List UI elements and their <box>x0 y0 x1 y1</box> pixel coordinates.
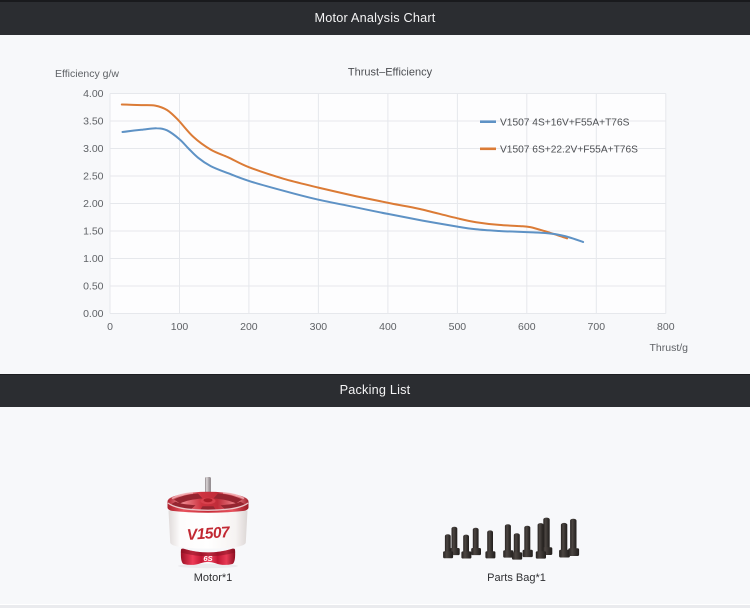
svg-text:400: 400 <box>379 321 397 333</box>
svg-text:V1507: V1507 <box>186 524 231 544</box>
svg-text:300: 300 <box>310 321 328 333</box>
svg-text:600: 600 <box>518 321 536 333</box>
svg-text:0.50: 0.50 <box>83 281 104 293</box>
svg-text:4.00: 4.00 <box>83 88 104 100</box>
svg-text:Motor*1: Motor*1 <box>194 572 233 584</box>
svg-text:800: 800 <box>657 321 675 333</box>
svg-text:3.00: 3.00 <box>83 143 104 155</box>
svg-text:700: 700 <box>588 321 606 333</box>
svg-text:Thrust–Efficiency: Thrust–Efficiency <box>348 67 433 79</box>
svg-text:500: 500 <box>449 321 467 333</box>
svg-text:0.00: 0.00 <box>83 308 104 320</box>
svg-text:100: 100 <box>171 321 189 333</box>
svg-text:2.00: 2.00 <box>83 198 104 210</box>
svg-text:3.50: 3.50 <box>83 116 104 128</box>
svg-text:Parts Bag*1: Parts Bag*1 <box>487 572 546 584</box>
svg-text:0: 0 <box>107 321 113 333</box>
svg-text:V1507 4S+16V+F55A+T76S: V1507 4S+16V+F55A+T76S <box>500 118 630 129</box>
svg-text:V1507 6S+22.2V+F55A+T76S: V1507 6S+22.2V+F55A+T76S <box>500 145 638 156</box>
svg-text:200: 200 <box>240 321 258 333</box>
svg-text:6S: 6S <box>203 554 212 563</box>
svg-text:Efficiency g/w: Efficiency g/w <box>55 68 119 80</box>
svg-text:1.00: 1.00 <box>83 253 104 265</box>
svg-text:2.50: 2.50 <box>83 171 104 183</box>
svg-text:Thrust/g: Thrust/g <box>649 342 688 354</box>
svg-text:1.50: 1.50 <box>83 226 104 238</box>
